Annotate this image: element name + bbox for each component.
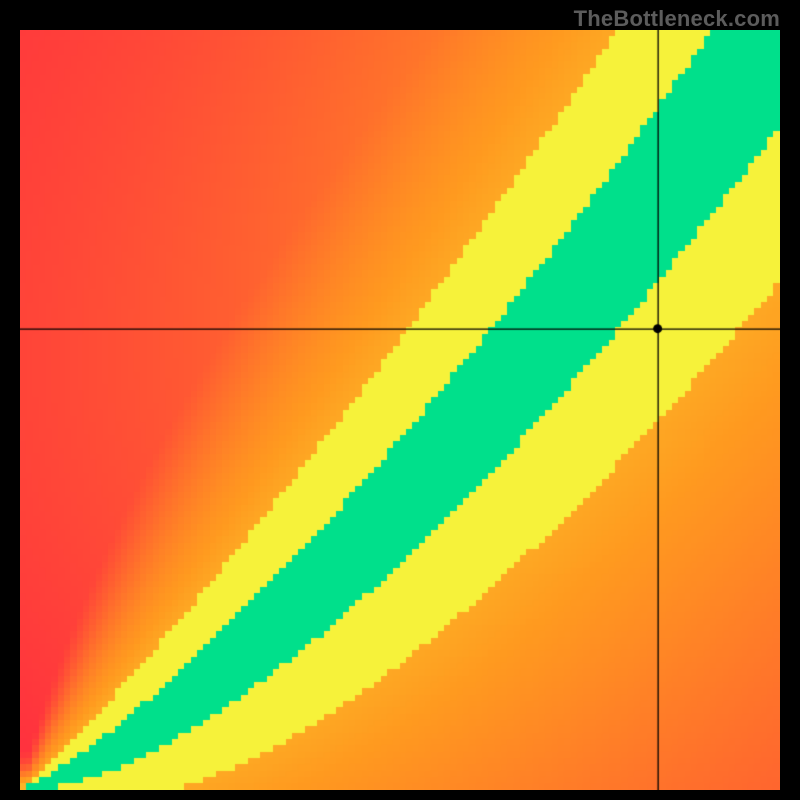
watermark-text: TheBottleneck.com — [574, 6, 780, 32]
bottleneck-heatmap — [20, 30, 780, 790]
chart-container: { "watermark": "TheBottleneck.com", "cha… — [0, 0, 800, 800]
